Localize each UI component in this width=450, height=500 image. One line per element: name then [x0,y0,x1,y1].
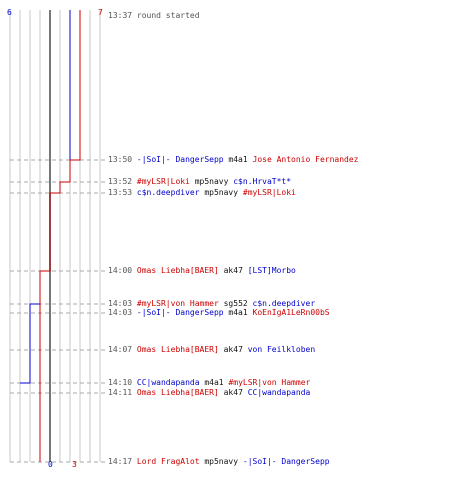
killer-name: Omas Liebha[BAER] [132,345,219,354]
event-message: round started [132,11,200,20]
weapon-name: m4a1 [223,308,248,317]
victim-name: von Feilkloben [242,345,316,354]
event-row: 14:11 Omas Liebha[BAER] ak47 CC|wandapan… [108,388,310,398]
killer-name: CC|wandapanda [132,378,200,387]
event-row: 14:00 Omas Liebha[BAER] ak47 [LST]Morbo [108,266,296,276]
weapon-name: ak47 [218,266,243,275]
event-row: 14:17 Lord FragAlot mp5navy -|SoI|- Dang… [108,457,330,467]
weapon-name: ak47 [218,388,243,397]
event-time: 13:52 [108,177,133,186]
killer-name: Omas Liebha[BAER] [132,266,219,275]
event-time: 14:11 [108,388,133,397]
weapon-name: ak47 [218,345,243,354]
event-row: 14:03 #myLSR|von Hammer sg552 c$n.deepdi… [108,299,315,309]
weapon-name: sg552 [218,299,248,308]
weapon-name: mp5navy [199,457,239,466]
weapon-name: m4a1 [199,378,224,387]
victim-name: CC|wandapanda [242,388,311,397]
victim-name: KoEnIgA1LeRn00bS [247,308,330,317]
red-team-score-line [39,10,81,462]
event-row: 13:37 round started [108,11,200,21]
victim-name: #myLSR|Loki [238,188,296,197]
killer-name: #myLSR|von Hammer [132,299,219,308]
victim-name: [LST]Morbo [242,266,296,275]
victim-name: c$n.HrvaT*t* [228,177,292,186]
event-time: 13:37 [108,11,133,20]
red-score-end: 3 [72,460,77,469]
event-time: 14:10 [108,378,133,387]
event-time: 14:17 [108,457,133,466]
killer-name: -|SoI|- DangerSepp [132,308,224,317]
weapon-name: mp5navy [199,188,239,197]
event-row: 13:50 -|SoI|- DangerSepp m4a1 Jose Anton… [108,155,358,165]
killer-name: Lord FragAlot [132,457,200,466]
event-time: 13:53 [108,188,133,197]
blue-score-start: 6 [7,8,12,17]
event-row: 14:10 CC|wandapanda m4a1 #myLSR|von Hamm… [108,378,310,388]
weapon-name: m4a1 [223,155,248,164]
event-row: 13:53 c$n.deepdiver mp5navy #myLSR|Loki [108,188,296,198]
event-row: 14:07 Omas Liebha[BAER] ak47 von Feilklo… [108,345,315,355]
victim-name: Jose Antonio Fernandez [247,155,359,164]
blue-score-end: 0 [48,460,53,469]
event-time: 14:03 [108,308,133,317]
killer-name: -|SoI|- DangerSepp [132,155,224,164]
event-time: 14:00 [108,266,133,275]
weapon-name: mp5navy [189,177,229,186]
event-row: 13:52 #myLSR|Loki mp5navy c$n.HrvaT*t* [108,177,291,187]
killer-name: #myLSR|Loki [132,177,190,186]
killer-name: c$n.deepdiver [132,188,200,197]
event-row: 14:03 -|SoI|- DangerSepp m4a1 KoEnIgA1Le… [108,308,330,318]
killer-name: Omas Liebha[BAER] [132,388,219,397]
score-series [20,10,81,462]
event-time: 13:50 [108,155,133,164]
victim-name: c$n.deepdiver [247,299,316,308]
red-score-start: 7 [98,8,103,17]
event-time: 14:03 [108,299,133,308]
victim-name: #myLSR|von Hammer [223,378,311,387]
victim-name: -|SoI|- DangerSepp [238,457,330,466]
event-time: 14:07 [108,345,133,354]
